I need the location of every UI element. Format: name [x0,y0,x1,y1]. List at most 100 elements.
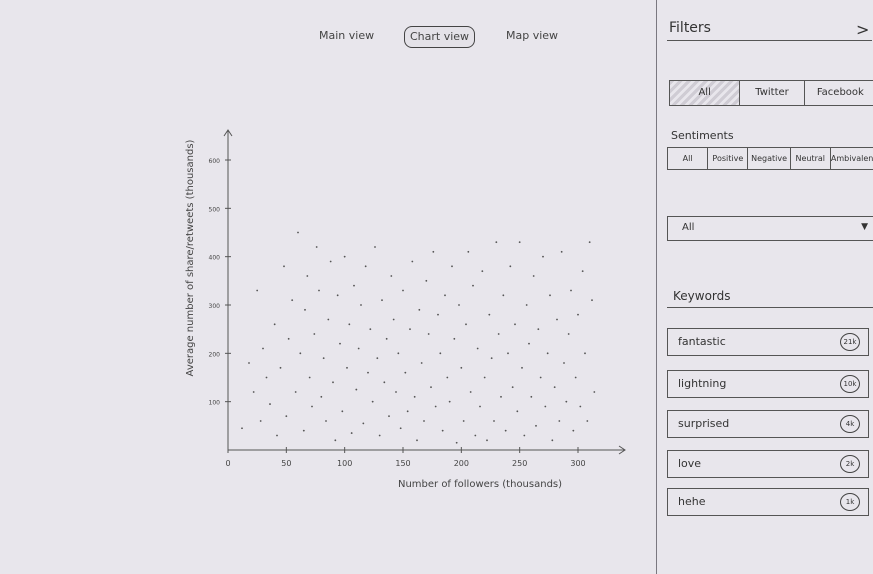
y-tick-label: 400 [209,255,221,262]
y-tick-label: 100 [209,400,221,407]
keywords-title: Keywords [673,289,731,303]
keyword-label: hehe [678,495,706,508]
data-point [306,275,309,277]
tab-map-view[interactable]: Map view [506,29,559,42]
data-point [315,246,318,248]
data-point [388,415,390,418]
keyword-fantastic[interactable]: fantastic 21k [667,328,869,356]
data-point [539,376,542,379]
sentiment-negative-button[interactable]: Negative [748,148,791,169]
data-point [423,420,425,422]
data-point [551,439,554,442]
data-point [437,313,439,316]
data-point [430,386,432,389]
sentiment-ambivalent-button[interactable]: Ambivalent [830,154,873,163]
data-point [479,405,481,408]
data-point [276,434,278,437]
data-point [397,352,400,355]
data-point [369,328,372,331]
y-tick-label: 600 [209,158,221,165]
data-point [574,376,577,379]
y-axis-arrow-icon [223,129,233,137]
data-point [465,323,467,326]
chevron-right-icon[interactable]: > [856,20,870,39]
data-point [495,241,498,244]
data-point [416,439,418,442]
data-point [285,415,288,418]
data-point [308,376,311,379]
data-point [409,328,411,331]
data-point [273,323,276,326]
keyword-count-badge: 10k [840,375,860,393]
data-point [581,270,584,273]
platform-all-button[interactable]: All [670,81,741,105]
data-point [591,299,593,302]
data-point [297,231,299,234]
data-point [483,376,486,379]
data-point [432,250,435,253]
data-point [299,352,302,355]
x-tick-label: 0 [225,459,230,468]
data-point [514,323,516,326]
tab-main-view[interactable]: Main view [319,29,375,42]
data-point [469,391,472,393]
filter-dropdown[interactable]: All ▼ [667,216,873,241]
data-point [241,427,243,430]
data-point [374,246,376,248]
data-point [381,299,383,302]
keyword-surprised[interactable]: surprised 4k [667,410,869,438]
x-axis-label: Number of followers (thousands) [398,479,562,490]
data-point [523,434,526,437]
data-point [521,366,523,369]
data-point [390,275,393,277]
keyword-lightning[interactable]: lightning 10k [667,370,869,398]
keyword-hehe[interactable]: hehe 1k [667,488,869,516]
data-point [355,388,358,391]
x-axis-arrow-icon [618,445,626,455]
platform-facebook-button[interactable]: Facebook [816,87,864,98]
data-point [402,289,404,292]
sentiment-positive-button[interactable]: Positive [708,148,749,169]
data-point [518,241,521,244]
data-point [509,265,512,268]
sentiment-all-button[interactable]: All [668,148,709,169]
x-tick-label: 100 [337,459,352,468]
data-point [425,279,428,282]
data-point [302,429,305,432]
data-point [399,427,402,430]
data-point [488,313,491,316]
data-point [376,357,379,360]
data-point [283,265,285,268]
data-point [385,337,388,340]
data-point [367,371,369,374]
sentiment-neutral-button[interactable]: Neutral [791,148,831,169]
data-point [411,260,414,263]
data-point [507,352,509,355]
tab-chart-view[interactable]: Chart view [404,26,476,48]
data-point [287,337,290,340]
data-point [528,342,530,345]
data-point [383,381,386,384]
data-point [334,439,337,442]
keyword-love[interactable]: love 2k [667,450,869,478]
data-point [311,405,313,408]
data-point [486,439,488,442]
data-point [318,289,320,292]
data-point [444,294,446,297]
data-point [497,333,500,335]
data-point [434,405,437,408]
data-point [343,255,346,258]
keyword-count-badge: 2k [840,455,860,473]
data-point [353,284,355,287]
data-point [395,391,397,393]
x-tick-label: 300 [570,459,585,468]
main-panel: Main view Chart view Map view 0 50 100 150 2… [185,26,626,490]
data-point [511,386,514,389]
data-point [516,410,519,413]
data-point [413,395,416,398]
data-point [553,386,556,389]
data-point [467,250,470,253]
data-point [453,337,456,340]
platform-twitter-button[interactable]: Twitter [740,81,805,105]
